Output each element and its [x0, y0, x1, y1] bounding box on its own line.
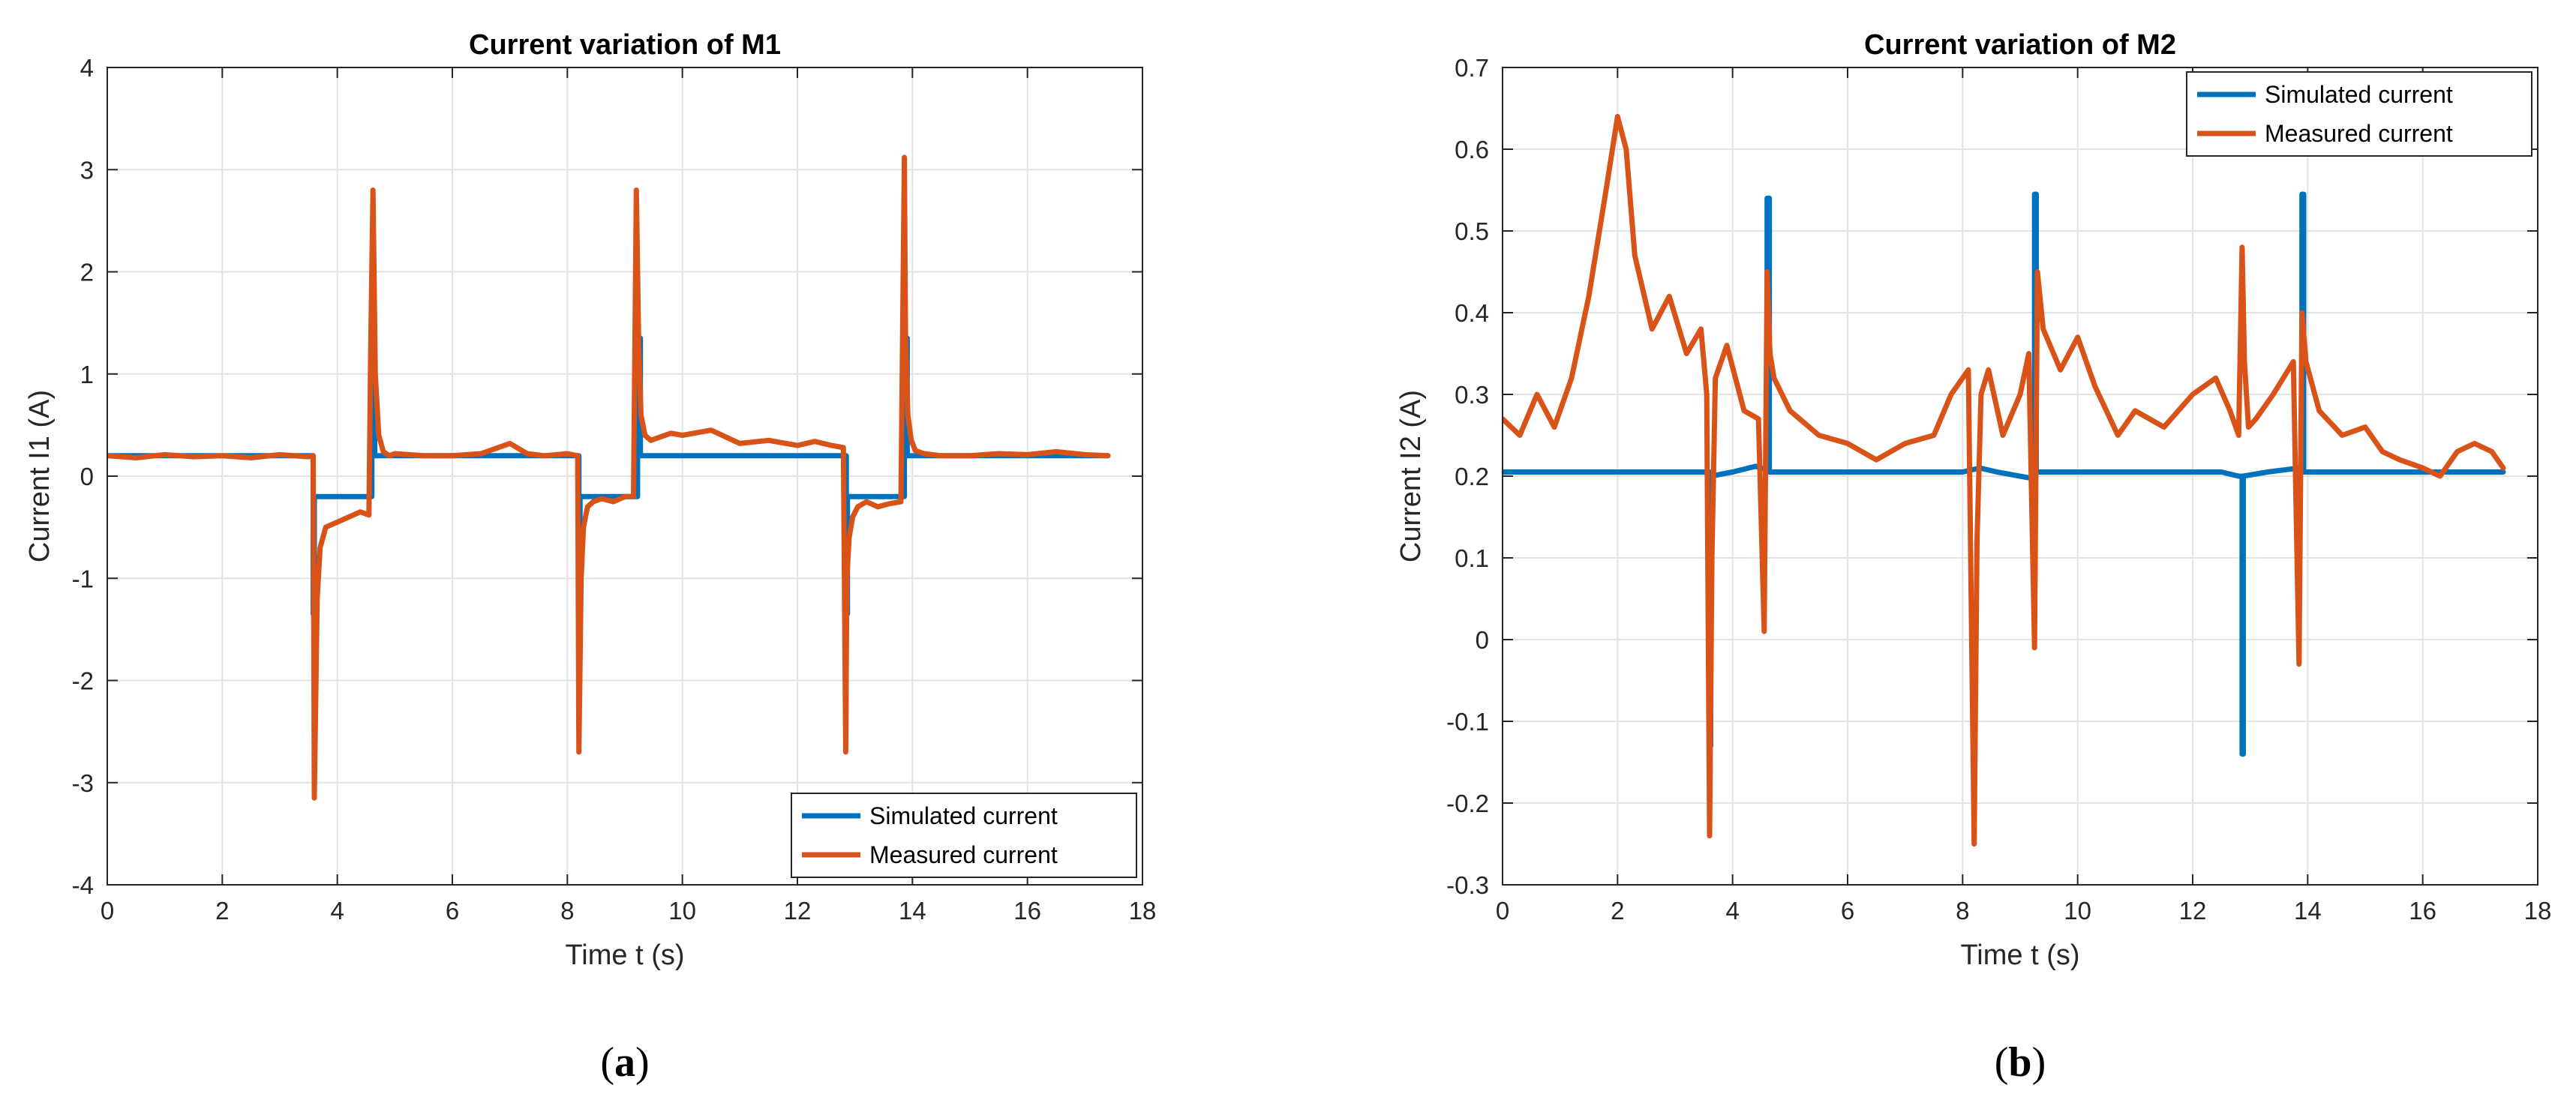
- chart-title: Current variation of M1: [469, 29, 781, 61]
- legend: Simulated current Measured current: [791, 793, 1137, 878]
- y-tick-label: -0.3: [1446, 871, 1489, 899]
- x-tick-label: 4: [330, 897, 344, 925]
- legend-box: [2186, 71, 2532, 157]
- y-tick-label: 0.1: [1455, 544, 1489, 572]
- x-tick-label: 16: [2409, 897, 2436, 925]
- x-axis-label: Time t (s): [565, 940, 684, 971]
- x-axis-label: Time t (s): [1960, 940, 2079, 971]
- chart-panel-b: 0 2 4 6 8 10 12 14 16 18 -0.3 -0.2 -0.1 0 0.1 0.2 0.3 0.4…: [1395, 29, 2551, 1086]
- series-line-simulated: [107, 335, 1111, 617]
- y-axis-label: Current I1 (A): [24, 390, 56, 562]
- y-tick-label: 1: [80, 361, 94, 388]
- y-tick-label: 0.2: [1455, 463, 1489, 490]
- x-tick-label: 10: [2064, 897, 2091, 925]
- x-tick-label: 0: [1496, 897, 1509, 925]
- x-tick-label: 8: [1956, 897, 1969, 925]
- y-tick-label: 0.5: [1455, 217, 1489, 245]
- y-tick-label: 0.3: [1455, 381, 1489, 409]
- y-tick-label: 0: [80, 463, 94, 490]
- y-tick-label: 3: [80, 156, 94, 184]
- x-tick-label: 16: [1013, 897, 1041, 925]
- x-tick-label: 2: [215, 897, 229, 925]
- chart-title: Current variation of M2: [1864, 29, 2176, 61]
- x-tick-label: 18: [1129, 897, 1157, 925]
- y-tick-label: 4: [80, 54, 94, 82]
- y-tick-label: 0: [1476, 626, 1489, 654]
- y-tick-label: -1: [72, 565, 94, 592]
- x-tick-label: 6: [446, 897, 459, 925]
- x-tick-label: 14: [899, 897, 926, 925]
- series-line-measured: [107, 154, 1111, 801]
- legend-box: [791, 793, 1137, 878]
- y-axis-label: Current I2 (A): [1395, 390, 1427, 562]
- x-tick-label: 8: [560, 897, 574, 925]
- y-tick-label: 2: [80, 259, 94, 286]
- y-tick-label: 0.6: [1455, 136, 1489, 163]
- y-tick-label: -3: [72, 769, 94, 797]
- x-tick-label: 12: [784, 897, 812, 925]
- panel-caption: (a): [600, 1039, 649, 1086]
- x-tick-label: 0: [101, 897, 114, 925]
- x-tick-label: 4: [1725, 897, 1739, 925]
- x-tick-label: 12: [2179, 897, 2207, 925]
- x-tick-label: 6: [1841, 897, 1854, 925]
- series-group: [107, 154, 1111, 801]
- legend-label: Simulated current: [2265, 81, 2453, 108]
- legend-label: Measured current: [869, 841, 1058, 868]
- x-tick-label: 10: [668, 897, 696, 925]
- series-group: [1503, 113, 2506, 847]
- legend: Simulated current Measured current: [2186, 71, 2532, 157]
- y-tick-label: -0.1: [1446, 708, 1489, 736]
- y-tick-label: 0.4: [1455, 299, 1489, 327]
- legend-label: Simulated current: [869, 802, 1058, 829]
- x-tick-label: 2: [1611, 897, 1624, 925]
- legend-label: Measured current: [2265, 120, 2453, 147]
- y-tick-label: -4: [72, 871, 94, 899]
- y-tick-label: -0.2: [1446, 790, 1489, 817]
- panel-caption: (b): [1995, 1039, 2046, 1086]
- series-line-measured: [1503, 113, 2506, 847]
- y-tick-label: -2: [72, 667, 94, 695]
- x-tick-label: 18: [2524, 897, 2552, 925]
- y-tick-label: 0.7: [1455, 54, 1489, 82]
- x-tick-label: 14: [2294, 897, 2322, 925]
